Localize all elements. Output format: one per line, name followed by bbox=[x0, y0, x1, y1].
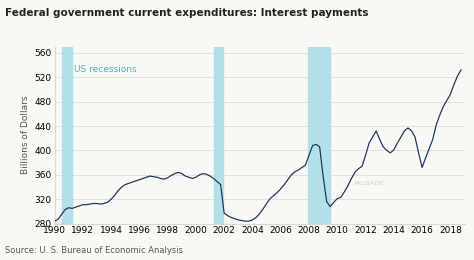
Text: Source: U. S. Bureau of Economic Analysis: Source: U. S. Bureau of Economic Analysi… bbox=[5, 246, 183, 255]
Text: PALISADE: PALISADE bbox=[354, 181, 384, 186]
Text: Federal government current expenditures: Interest payments: Federal government current expenditures:… bbox=[5, 8, 368, 18]
Bar bbox=[308, 47, 330, 224]
Bar bbox=[62, 47, 72, 224]
Y-axis label: Billions of Dollars: Billions of Dollars bbox=[21, 96, 30, 174]
Bar bbox=[214, 47, 223, 224]
Text: US recessions: US recessions bbox=[74, 65, 137, 74]
